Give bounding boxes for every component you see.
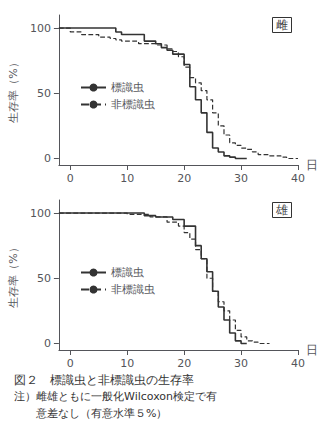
- svg-text:0: 0: [67, 172, 74, 185]
- svg-text:20: 20: [177, 357, 191, 370]
- svg-text:雌: 雌: [276, 18, 288, 32]
- svg-text:100: 100: [30, 22, 51, 35]
- svg-text:標識虫: 標識虫: [111, 266, 144, 279]
- svg-text:20: 20: [177, 172, 191, 185]
- svg-text:30: 30: [234, 172, 248, 185]
- svg-text:生存率（%）: 生存率（%）: [7, 57, 20, 122]
- svg-text:生存率（%）: 生存率（%）: [7, 242, 20, 307]
- svg-text:非標識虫: 非標識虫: [111, 283, 155, 296]
- svg-text:0: 0: [44, 337, 51, 350]
- svg-text:0: 0: [44, 152, 51, 165]
- svg-text:図２ 標識虫と非標識虫の生存率: 図２ 標識虫と非標識虫の生存率: [14, 373, 194, 387]
- svg-text:注）雌雄ともに一般化Wilcoxon検定で有: 注）雌雄ともに一般化Wilcoxon検定で有: [14, 390, 217, 403]
- svg-text:10: 10: [120, 172, 134, 185]
- svg-text:10: 10: [120, 357, 134, 370]
- svg-text:50: 50: [37, 272, 51, 285]
- svg-text:40: 40: [291, 357, 305, 370]
- svg-text:日: 日: [306, 343, 318, 357]
- svg-text:標識虫: 標識虫: [111, 81, 144, 94]
- svg-text:30: 30: [234, 357, 248, 370]
- svg-text:雄: 雄: [275, 203, 288, 217]
- svg-text:0: 0: [67, 357, 74, 370]
- svg-text:日: 日: [306, 158, 318, 172]
- svg-text:非標識虫: 非標識虫: [111, 98, 155, 111]
- svg-text:100: 100: [30, 207, 51, 220]
- svg-text:意差なし（有意水準５%）: 意差なし（有意水準５%）: [14, 407, 167, 420]
- svg-text:50: 50: [37, 87, 51, 100]
- svg-text:40: 40: [291, 172, 305, 185]
